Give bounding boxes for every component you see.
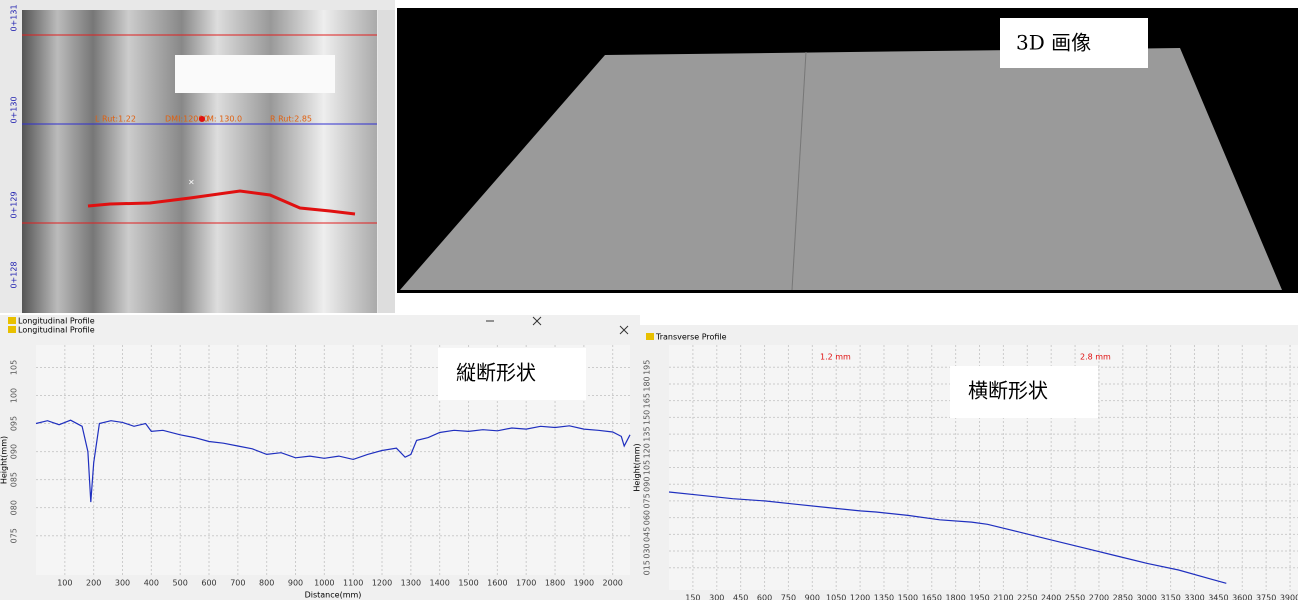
x-tick-label: 1050 (826, 594, 846, 600)
road-patch (175, 55, 335, 93)
x-tick-label: 2100 (993, 594, 1013, 600)
y-tick-label: 150 (643, 410, 652, 425)
x-mark: × (188, 178, 195, 187)
y-tick-label: 100 (10, 388, 19, 403)
x-tick-label: 2400 (1041, 594, 1061, 600)
x-tick-label: 2000 (603, 579, 623, 588)
x-tick-label: 3900 (1280, 594, 1298, 600)
y-tick-label: 080 (10, 500, 19, 515)
y-tick-label: 105 (10, 360, 19, 375)
marker-label: 1.2 mm (820, 353, 851, 362)
x-tick-label: 2550 (1065, 594, 1085, 600)
annotation: 縦断形状 (456, 361, 536, 385)
x-tick-label: 2850 (1113, 594, 1133, 600)
window-title: Transverse Profile (655, 333, 727, 342)
x-tick-label: 3300 (1184, 594, 1204, 600)
overlay-text: M: 130.0 (207, 115, 242, 124)
x-tick-label: 3600 (1232, 594, 1252, 600)
view-label: 3D 画像 (1016, 31, 1091, 55)
y-tick-label: 090 (643, 477, 652, 492)
x-tick-label: 300 (709, 594, 724, 600)
x-tick-label: 1500 (898, 594, 918, 600)
window-icon (8, 317, 16, 324)
window-icon (8, 326, 16, 333)
y-tick-label: 165 (643, 393, 652, 408)
y-tick-label: 045 (643, 527, 652, 542)
x-tick-label: 800 (259, 579, 274, 588)
x-tick-label: 900 (805, 594, 820, 600)
x-tick-label: 1200 (850, 594, 870, 600)
x-tick-label: 3750 (1256, 594, 1276, 600)
chainage: 0+130 (10, 96, 19, 123)
x-tick-label: 1900 (574, 579, 594, 588)
position-dot (199, 116, 205, 122)
window-title: Longitudinal Profile (18, 317, 95, 326)
chainage: 0+129 (10, 191, 19, 218)
x-tick-label: 1950 (969, 594, 989, 600)
y-tick-label: 075 (643, 493, 652, 508)
x-tick-label: 100 (57, 579, 72, 588)
x-tick-label: 1400 (430, 579, 450, 588)
x-tick-label: 3450 (1208, 594, 1228, 600)
annotation: 横断形状 (968, 379, 1048, 403)
chainage: 0+131 (10, 4, 19, 31)
x-tick-label: 1500 (458, 579, 478, 588)
y-tick-label: 060 (643, 510, 652, 525)
x-tick-label: 600 (757, 594, 772, 600)
chainage: 0+128 (10, 261, 19, 288)
overlay-text: L Rut:1.22 (95, 115, 136, 124)
x-tick-label: 750 (781, 594, 796, 600)
x-tick-label: 1200 (372, 579, 392, 588)
x-tick-label: 1100 (343, 579, 363, 588)
y-tick-label: 085 (10, 472, 19, 487)
x-tick-label: 150 (685, 594, 700, 600)
window-title: Longitudinal Profile (18, 326, 95, 335)
y-axis-label: Height(mm) (633, 443, 642, 491)
x-tick-label: 1000 (314, 579, 334, 588)
x-tick-label: 1700 (516, 579, 536, 588)
x-tick-label: 3150 (1160, 594, 1180, 600)
y-tick-label: 095 (10, 416, 19, 431)
y-axis-label: Height(mm) (0, 436, 9, 484)
x-tick-label: 300 (115, 579, 130, 588)
x-tick-label: 1650 (922, 594, 942, 600)
screen: × 0+131 0+130 0+129 0+128 L Rut:1.22 DMI… (0, 0, 1298, 600)
x-tick-label: 900 (288, 579, 303, 588)
x-tick-label: 400 (144, 579, 159, 588)
marker-label: 2.8 mm (1080, 353, 1111, 362)
x-tick-label: 1800 (545, 579, 565, 588)
y-tick-label: 195 (643, 360, 652, 375)
y-tick-label: 015 (643, 560, 652, 575)
x-tick-label: 1350 (874, 594, 894, 600)
window-icon (646, 333, 654, 340)
y-tick-label: 105 (643, 460, 652, 475)
x-tick-label: 1300 (401, 579, 421, 588)
y-tick-label: 075 (10, 528, 19, 543)
x-tick-label: 1600 (487, 579, 507, 588)
x-tick-label: 2250 (1017, 594, 1037, 600)
x-tick-label: 200 (86, 579, 101, 588)
y-tick-label: 135 (643, 426, 652, 441)
scrollbar[interactable] (378, 10, 395, 313)
x-tick-label: 600 (201, 579, 216, 588)
x-axis-label: Distance(mm) (305, 591, 362, 600)
y-tick-label: 180 (643, 376, 652, 391)
y-tick-label: 030 (643, 543, 652, 558)
x-tick-label: 500 (173, 579, 188, 588)
y-tick-label: 120 (643, 443, 652, 458)
x-tick-label: 2700 (1089, 594, 1109, 600)
x-tick-label: 700 (230, 579, 245, 588)
x-tick-label: 1800 (945, 594, 965, 600)
x-tick-label: 3000 (1137, 594, 1157, 600)
x-tick-label: 450 (733, 594, 748, 600)
overlay-text: R Rut:2.85 (270, 115, 312, 124)
y-tick-label: 090 (10, 444, 19, 459)
